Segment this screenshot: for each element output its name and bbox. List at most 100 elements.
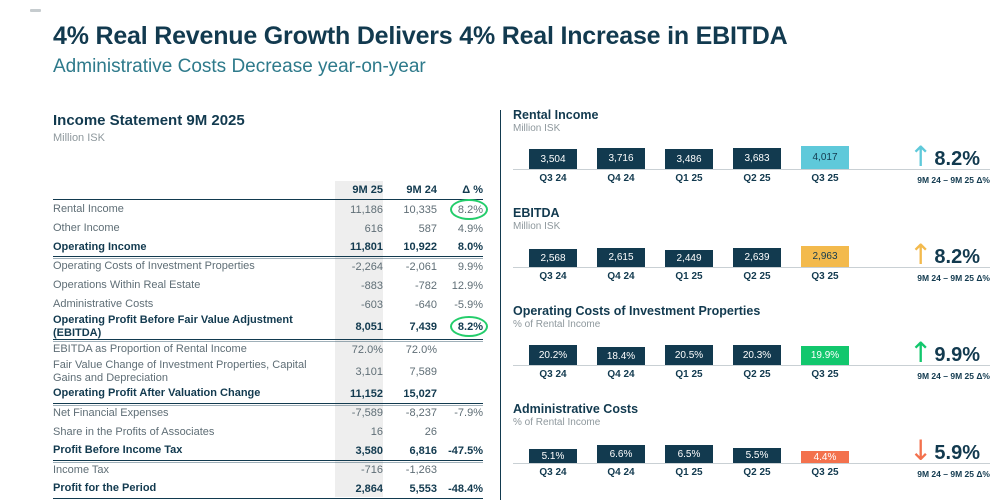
delta-highlight-circle: 8.2%: [449, 198, 489, 220]
bar-value-label: 19.9%: [810, 350, 840, 361]
table-row: Administrative Costs -603 -640 -5.9%: [53, 295, 483, 314]
row-label: Profit for the Period: [53, 482, 157, 495]
down-arrow-icon: ↓: [908, 434, 933, 467]
value-9m25: 72.0%: [351, 343, 383, 356]
value-9m25: 3,580: [355, 444, 383, 457]
value-9m25: -883: [360, 279, 383, 292]
bar: 2,615: [597, 248, 645, 267]
delta-value: 4.9%: [457, 222, 483, 235]
chart-unit: % of Rental Income: [513, 417, 601, 428]
bar-slot: 5.5%: [723, 448, 791, 463]
corner-mark: [30, 9, 41, 12]
chart-title: Operating Costs of Investment Properties: [513, 304, 761, 318]
x-axis-label: Q3 25: [811, 467, 839, 478]
chart-unit: % of Rental Income: [513, 319, 601, 330]
bar-value-label: 2,449: [676, 253, 702, 264]
table-row: Operating Profit After Valuation Change 1…: [53, 385, 483, 406]
x-axis-label: Q2 25: [743, 467, 771, 478]
column-header-delta: Δ %: [462, 184, 483, 196]
x-axis-label: Q2 25: [743, 369, 771, 380]
table-row: Fair Value Change of Investment Properti…: [53, 359, 483, 384]
row-label: Other Income: [53, 222, 120, 235]
slide-header: 4% Real Revenue Growth Delivers 4% Real …: [53, 22, 953, 78]
value-9m24: 26: [424, 426, 437, 439]
x-axis-label: Q3 24: [539, 369, 567, 380]
bar: 3,504: [529, 149, 577, 169]
x-axis-label: Q4 24: [607, 271, 635, 282]
value-9m25: 11,186: [350, 203, 383, 216]
chart-unit: Million ISK: [513, 221, 561, 232]
bar-value-label: 3,486: [676, 153, 702, 165]
bar-slot: 6.5%: [655, 445, 723, 463]
panel-divider: [500, 110, 501, 500]
delta-indicator: ↑ 8.2%: [908, 238, 990, 271]
x-axis-label: Q1 25: [675, 369, 703, 380]
bar: 3,486: [665, 149, 713, 169]
value-9m25: -603: [360, 298, 383, 311]
value-delta: 8.0%: [443, 241, 483, 253]
value-9m25: 3,101: [355, 365, 383, 378]
delta-indicator: ↓ 5.9%: [908, 434, 990, 467]
bar-slot: 20.5%: [655, 345, 723, 365]
x-axis-label: Q3 24: [539, 467, 567, 478]
bar: 3,716: [597, 148, 645, 169]
bar-value-label: 2,615: [608, 252, 634, 263]
value-delta: -47.5%: [443, 445, 483, 457]
x-axis-label: Q4 24: [607, 467, 635, 478]
bar: 6.5%: [665, 445, 713, 463]
x-axis-labels: Q3 24 Q4 24 Q1 25 Q2 25 Q3 25 9M 24 – 9M 25 Δ…: [513, 369, 990, 381]
bar: 20.5%: [665, 345, 713, 365]
table-row: Operating Costs of Investment Properties…: [53, 257, 483, 276]
value-delta: 8.2%: [443, 315, 489, 337]
value-9m24: 72.0%: [405, 343, 437, 356]
bar-slot: 5.1%: [519, 449, 587, 463]
delta-value: 8.0%: [457, 241, 483, 253]
value-9m25: -716: [360, 464, 383, 477]
bar-highlighted: 4,017: [801, 146, 849, 169]
bar-value-label: 4.4%: [813, 451, 837, 463]
bar-slot: 3,486: [655, 149, 723, 169]
value-9m24: 10,922: [403, 241, 437, 253]
value-9m24: 10,335: [403, 203, 437, 216]
table-row: Profit Before Income Tax 3,580 6,816 -47.5%: [53, 442, 483, 463]
bar-highlighted: 19.9%: [801, 346, 849, 365]
bar-slot: 3,504: [519, 149, 587, 169]
bar: 18.4%: [597, 347, 645, 365]
table-row: Operations Within Real Estate -883 -782 12.…: [53, 276, 483, 295]
x-axis-labels: Q3 24 Q4 24 Q1 25 Q2 25 Q3 25 9M 24 – 9M 25 Δ…: [513, 467, 990, 479]
bar-slot: 4,017: [791, 146, 859, 169]
bar-highlighted: 2,963: [801, 246, 849, 267]
bar-value-label: 5.5%: [745, 450, 769, 461]
value-9m25: 8,051: [355, 320, 383, 333]
delta-value: -7.9%: [454, 407, 483, 420]
bar-value-label: 2,639: [744, 252, 770, 263]
chart-unit: Million ISK: [513, 123, 561, 134]
x-axis-label: Q4 24: [607, 369, 635, 380]
chart-ebitda: EBITDA Million ISK 2,568 2,615 2,449 2,639 2,9…: [513, 206, 990, 304]
x-axis-label: Q4 24: [607, 173, 635, 184]
bar-slot: 6.6%: [587, 445, 655, 463]
chart-title: Rental Income: [513, 108, 599, 122]
table-body: Rental Income 11,186 10,335 8.2% Other Incom…: [53, 198, 489, 500]
charts-section: Rental Income Million ISK 3,504 3,716 3,486 3…: [513, 108, 990, 500]
current-period-highlight-band: [335, 181, 383, 497]
x-axis-label: Q3 25: [811, 173, 839, 184]
table-row: Other Income 616 587 4.9%: [53, 219, 483, 238]
table-row: Rental Income 11,186 10,335 8.2%: [53, 198, 489, 220]
x-axis-label: Q3 24: [539, 173, 567, 184]
chart-plot-area: 20.2% 18.4% 20.5% 20.3% 19.9% ↑ 9.9%: [513, 332, 990, 367]
row-label: Profit Before Income Tax: [53, 444, 183, 457]
bar-value-label: 6.6%: [609, 448, 633, 460]
row-label: Income Tax: [53, 463, 110, 476]
delta-highlight-circle: 8.2%: [449, 315, 489, 337]
x-axis-label: Q3 25: [811, 271, 839, 282]
value-delta: 9.9%: [443, 261, 483, 273]
up-arrow-icon: ↑: [908, 238, 933, 271]
bar-slot: 2,615: [587, 248, 655, 267]
chart-plot-area: 2,568 2,615 2,449 2,639 2,963 ↑ 8.2%: [513, 234, 990, 271]
value-9m24: -782: [414, 279, 437, 292]
value-9m24: 6,816: [409, 444, 437, 457]
value-9m24: 7,589: [409, 365, 437, 378]
value-9m25: 11,801: [349, 241, 383, 253]
